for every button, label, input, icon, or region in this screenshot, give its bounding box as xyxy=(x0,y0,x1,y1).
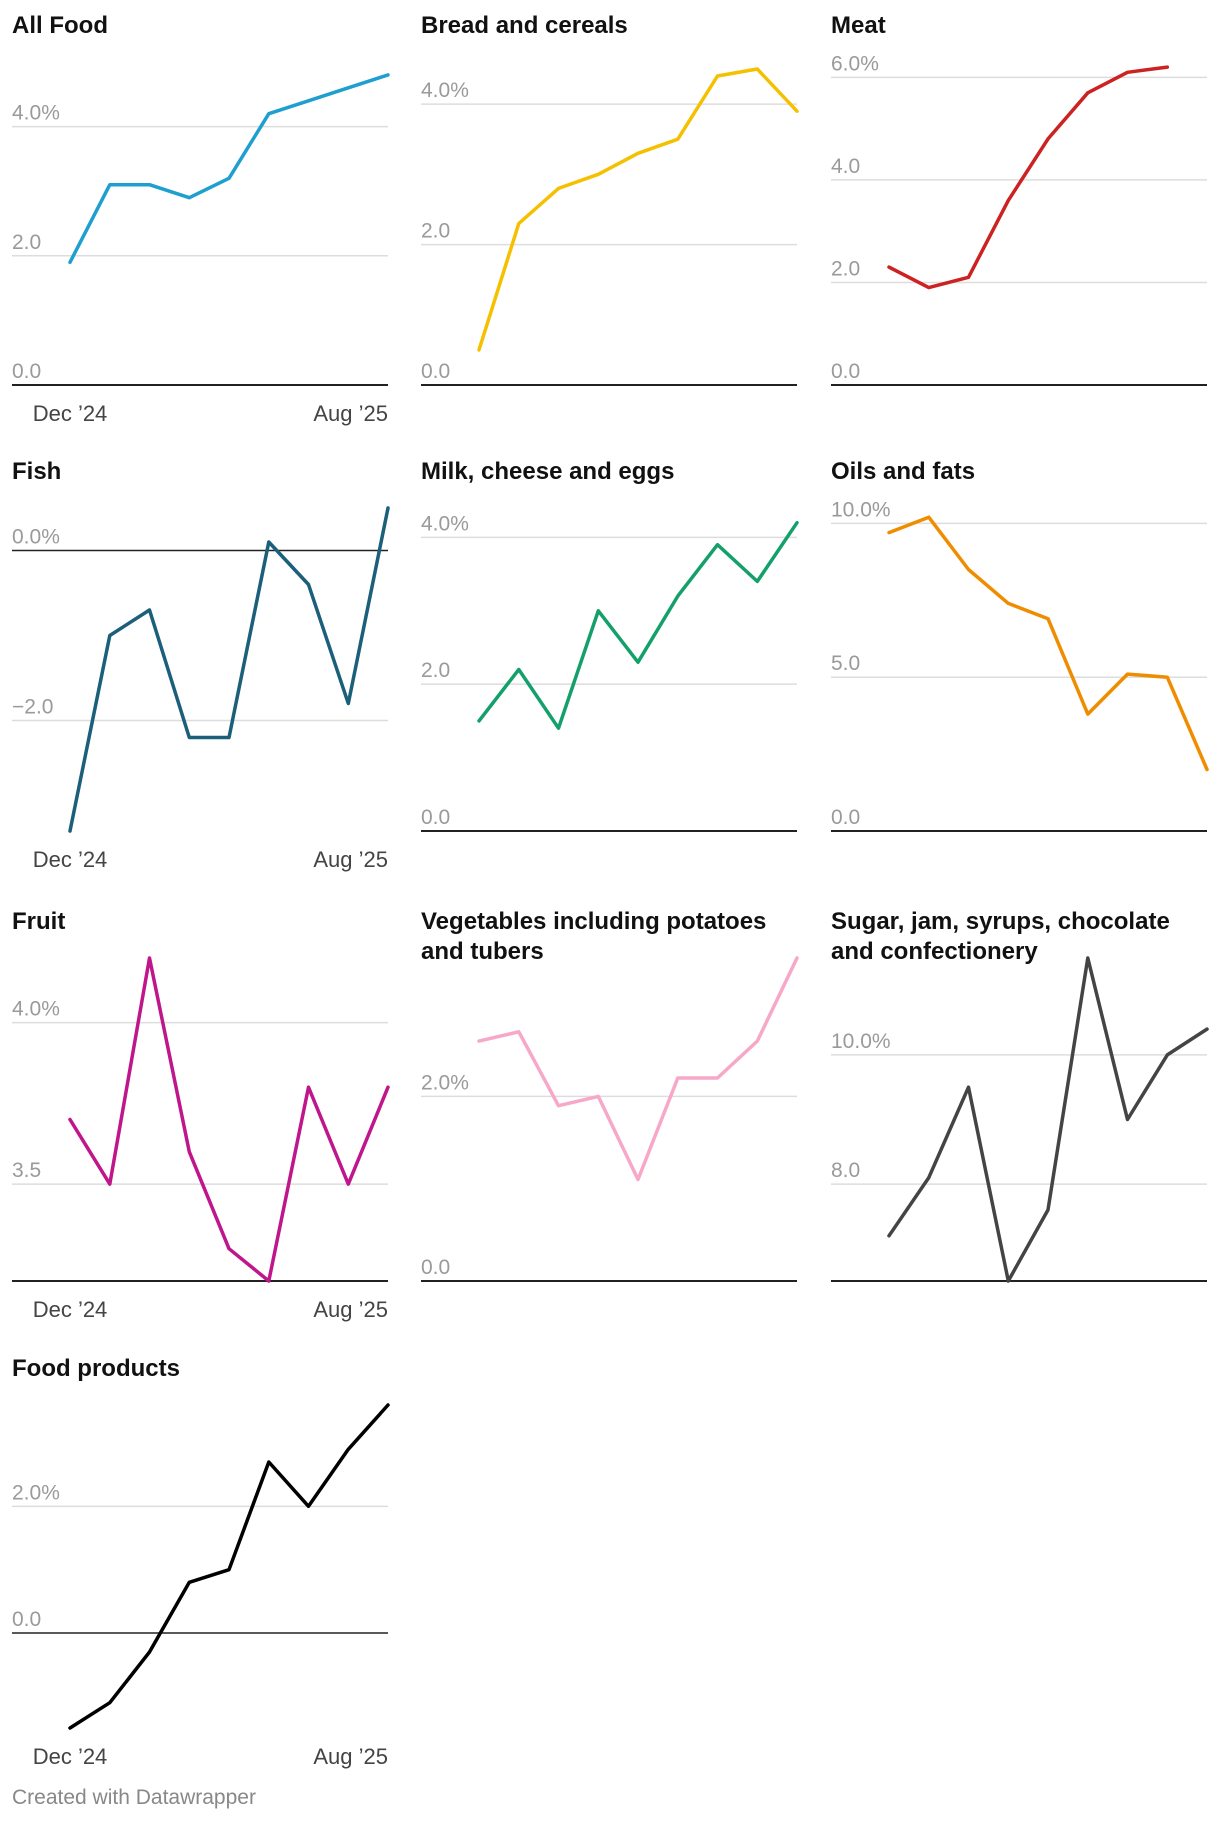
chart-panel-9: Sugar, jam, syrups, chocolate and confect… xyxy=(831,908,1209,1283)
panel-title: Bread and cereals xyxy=(421,12,628,39)
chart-panel-6: Oils and fats 0.0 5.0 10.0% xyxy=(831,458,1209,832)
footer-credit: Created with Datawrapper xyxy=(12,1786,256,1809)
y-tick-label: 6.0% xyxy=(831,52,879,75)
series-line xyxy=(68,506,390,833)
y-tick-label: 8.0 xyxy=(831,1159,860,1182)
y-tick-label: 2.0 xyxy=(831,257,860,280)
series-line xyxy=(477,956,799,1182)
panel-title: Fruit xyxy=(12,908,65,935)
y-tick-label: 4.0% xyxy=(421,79,469,102)
y-tick-label: 2.0% xyxy=(421,1071,469,1094)
y-tick-label: 2.0 xyxy=(421,659,450,682)
series-line xyxy=(477,67,799,352)
panel-title: Sugar, jam, syrups, chocolate xyxy=(831,908,1170,935)
chart-panel-4: Fish 0.0% −2.0 Dec ’24 Aug ’25 xyxy=(12,458,390,872)
x-tick-label-start: Dec ’24 xyxy=(33,1297,108,1322)
chart-panel-5: Milk, cheese and eggs 0.0 2.0 4.0% xyxy=(421,458,799,832)
panel-title: Vegetables including potatoes xyxy=(421,908,766,935)
chart-panel-1: All Food 0.0 2.0 4.0% Dec ’24 Aug ’25 xyxy=(12,12,390,426)
x-tick-label-end: Aug ’25 xyxy=(313,847,388,872)
panel-title: Food products xyxy=(12,1355,180,1382)
y-tick-label: 0.0 xyxy=(421,1256,450,1279)
x-tick-label-start: Dec ’24 xyxy=(33,1744,108,1769)
panel-title: and confectionery xyxy=(831,938,1038,965)
series-line xyxy=(887,956,1209,1283)
chart-panel-10: Food products 0.0 2.0% Dec ’24 Aug ’25 xyxy=(12,1355,390,1769)
y-tick-label: 0.0 xyxy=(831,806,860,829)
panel-title: Meat xyxy=(831,12,886,39)
panel-title: Fish xyxy=(12,458,61,485)
chart-panel-3: Meat 0.0 2.0 4.0 6.0% xyxy=(831,12,1207,386)
series-line xyxy=(68,73,390,265)
y-tick-label: 5.0 xyxy=(831,652,860,675)
panel-title: Milk, cheese and eggs xyxy=(421,458,674,485)
y-tick-label: 0.0 xyxy=(421,806,450,829)
y-tick-label: −2.0 xyxy=(12,696,53,719)
series-line xyxy=(887,65,1170,290)
y-tick-label: 4.0 xyxy=(831,155,860,178)
y-tick-label: 0.0 xyxy=(12,1608,41,1631)
y-tick-label: 2.0 xyxy=(421,220,450,243)
chart-panel-7: Fruit 3.5 4.0% Dec ’24 Aug ’25 xyxy=(12,908,390,1322)
x-tick-label-end: Aug ’25 xyxy=(313,1744,388,1769)
y-tick-label: 2.0% xyxy=(12,1481,60,1504)
chart-panel-8: Vegetables including potatoes and tubers 0… xyxy=(421,908,799,1282)
y-tick-label: 3.5 xyxy=(12,1159,41,1182)
y-tick-label: 10.0% xyxy=(831,498,891,521)
series-line xyxy=(68,956,390,1283)
y-tick-label: 10.0% xyxy=(831,1030,891,1053)
y-tick-label: 4.0% xyxy=(421,512,469,535)
y-tick-label: 0.0 xyxy=(12,360,41,383)
x-tick-label-start: Dec ’24 xyxy=(33,847,108,872)
x-tick-label-start: Dec ’24 xyxy=(33,401,108,426)
x-tick-label-end: Aug ’25 xyxy=(313,401,388,426)
x-tick-label-end: Aug ’25 xyxy=(313,1297,388,1322)
panel-title: and tubers xyxy=(421,938,544,965)
y-tick-label: 0.0% xyxy=(12,526,60,549)
panel-title: Oils and fats xyxy=(831,458,975,485)
chart-panel-2: Bread and cereals 0.0 2.0 4.0% xyxy=(421,12,799,386)
series-line xyxy=(887,515,1209,772)
y-tick-label: 4.0% xyxy=(12,102,60,125)
y-tick-label: 2.0 xyxy=(12,231,41,254)
panel-title: All Food xyxy=(12,12,108,39)
series-line xyxy=(68,1403,390,1730)
y-tick-label: 0.0 xyxy=(831,360,860,383)
y-tick-label: 4.0% xyxy=(12,998,60,1021)
y-tick-label: 0.0 xyxy=(421,360,450,383)
series-line xyxy=(477,520,799,730)
